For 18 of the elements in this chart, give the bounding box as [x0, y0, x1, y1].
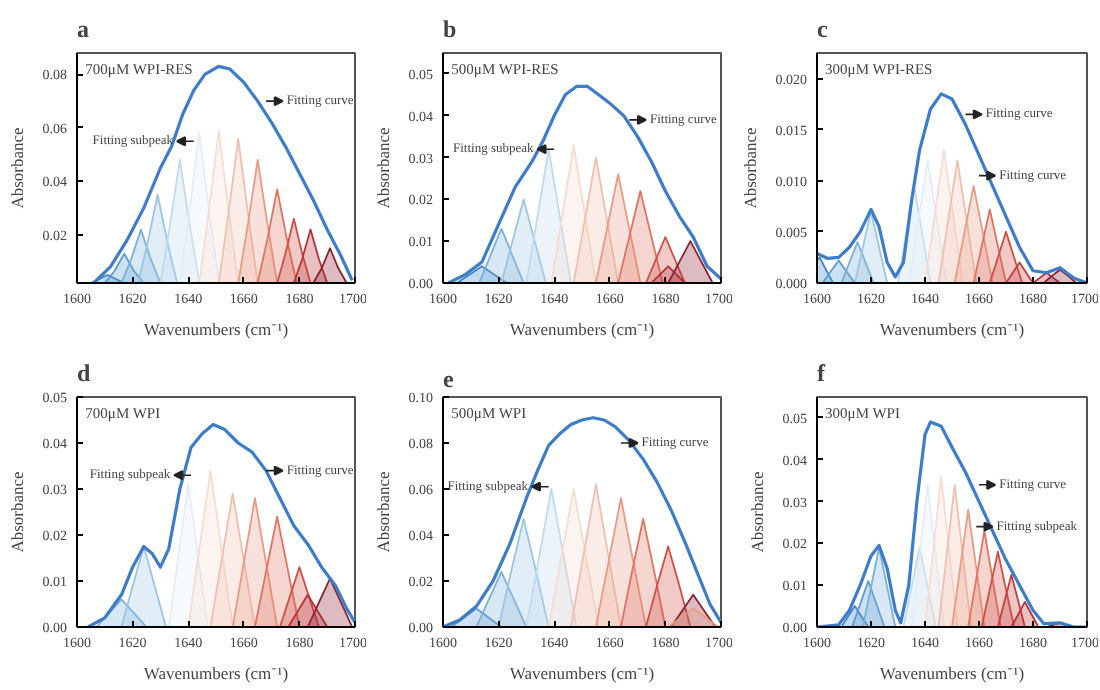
- chart-title: d: [77, 359, 91, 387]
- y-axis-title: Absorbance: [739, 126, 760, 209]
- x-axis-title: Wavenumbers (cm⁻¹): [143, 663, 289, 683]
- chart-title: e: [443, 365, 455, 393]
- y-axis-title: Absorbance: [6, 470, 27, 553]
- y-axis-title: Absorbance: [372, 126, 393, 209]
- chart-title: c: [817, 15, 829, 43]
- y-axis-title: Absorbance: [372, 470, 393, 553]
- chart-title: a: [77, 15, 89, 43]
- x-axis-title: Wavenumbers (cm⁻¹): [879, 663, 1025, 683]
- chart-title: b: [443, 15, 457, 43]
- x-axis-title: Wavenumbers (cm⁻¹): [509, 319, 655, 339]
- x-axis-title: Wavenumbers (cm⁻¹): [509, 663, 655, 683]
- y-axis-title: Absorbance: [746, 470, 767, 553]
- x-axis-title: Wavenumbers (cm⁻¹): [143, 319, 289, 339]
- x-axis-title: Wavenumbers (cm⁻¹): [879, 319, 1025, 339]
- chart-title: f: [817, 359, 827, 387]
- y-axis-title: Absorbance: [6, 126, 27, 209]
